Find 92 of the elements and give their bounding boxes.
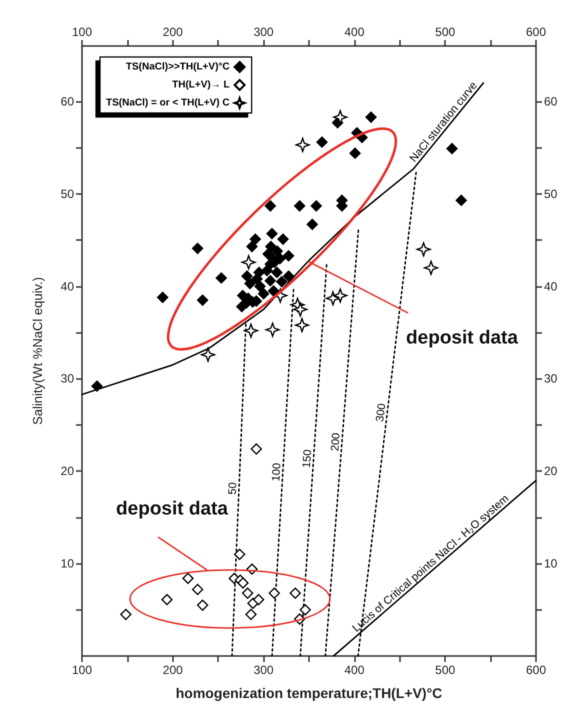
point (282, 270, 294, 282)
point (261, 264, 273, 276)
point (182, 572, 194, 584)
y2-tick-label: 50 (544, 186, 558, 201)
point (264, 275, 276, 286)
point (192, 584, 204, 596)
point (241, 270, 253, 282)
point (295, 138, 310, 152)
point (333, 288, 348, 303)
point (268, 285, 280, 297)
point (349, 148, 361, 159)
x2-tick-label: 500 (435, 25, 456, 39)
point (254, 280, 266, 292)
point (156, 292, 168, 304)
x-tick-label: 100 (72, 663, 92, 677)
point (216, 272, 227, 284)
point (196, 294, 208, 306)
x-tick-label: 300 (254, 663, 274, 677)
y2-tick-label: 40 (544, 279, 558, 294)
point (268, 588, 280, 599)
point (282, 250, 294, 262)
point (91, 380, 103, 392)
point (300, 604, 311, 616)
text: 150 (300, 449, 314, 468)
y-tick-label: 10 (60, 556, 74, 571)
point (424, 260, 438, 275)
point (271, 266, 283, 278)
y2-tick-label: 60 (544, 94, 558, 108)
y-tick-label: 60 (60, 94, 74, 108)
point (192, 242, 204, 254)
point (241, 255, 256, 270)
point (265, 322, 280, 337)
point (456, 194, 467, 206)
point (253, 266, 265, 278)
x2-tick-label: 600 (526, 25, 546, 39)
point (276, 276, 288, 288)
point (294, 200, 306, 212)
y-axis-title: Salinity(Wt %NaCl equiv.) (30, 277, 45, 425)
legend-label: TS(NaCl)>>TH(L+V)°C (126, 62, 230, 72)
annotation: deposit data (116, 498, 228, 520)
x-tick-label: 500 (435, 663, 456, 677)
point (264, 200, 276, 212)
y2-tick-label: 20 (544, 464, 558, 478)
point (294, 318, 310, 332)
point (244, 324, 258, 338)
point (265, 240, 277, 252)
point (252, 594, 264, 606)
point (316, 136, 328, 148)
annotation: deposit data (406, 328, 518, 348)
y2-tick-label: 30 (544, 372, 558, 386)
point (293, 302, 308, 317)
y-tick-label: 30 (60, 372, 74, 386)
legend-label: TH(L+V)→ L (172, 80, 230, 90)
text: 200 (329, 432, 343, 452)
point (242, 588, 254, 599)
legend-label: TS(NaCl) = or < TH(L+V) C (106, 98, 230, 108)
point (365, 112, 377, 123)
x-tick-label: 600 (526, 663, 546, 677)
x-axis-title: homogenization temperature;TH(L+V)°C (176, 685, 442, 701)
point (161, 594, 173, 606)
x2-tick-label: 400 (344, 25, 365, 39)
point (416, 242, 431, 256)
point (290, 588, 301, 599)
point (237, 577, 249, 589)
point (244, 278, 256, 290)
point (250, 443, 262, 455)
point (446, 142, 458, 154)
point (266, 228, 278, 240)
x2-tick-label: 300 (254, 25, 274, 39)
x-tick-label: 400 (344, 663, 365, 677)
x2-tick-label: 100 (72, 25, 92, 39)
point (245, 608, 257, 620)
y-tick-label: 40 (60, 279, 74, 294)
text: 100 (270, 462, 284, 482)
x2-tick-label: 200 (162, 25, 184, 39)
point (246, 240, 258, 252)
point (306, 218, 318, 230)
y2-tick-label: 10 (544, 556, 558, 571)
point (234, 548, 246, 560)
point (196, 600, 208, 611)
y-tick-label: 50 (60, 186, 74, 201)
text: 300 (374, 402, 388, 422)
point (200, 348, 216, 362)
point (250, 234, 261, 245)
point (277, 234, 289, 245)
point (310, 200, 322, 212)
x-tick-label: 200 (162, 663, 184, 677)
point (120, 608, 132, 620)
point (258, 288, 270, 300)
text: 50 (226, 482, 240, 495)
point (326, 291, 340, 306)
y-tick-label: 20 (60, 464, 74, 478)
